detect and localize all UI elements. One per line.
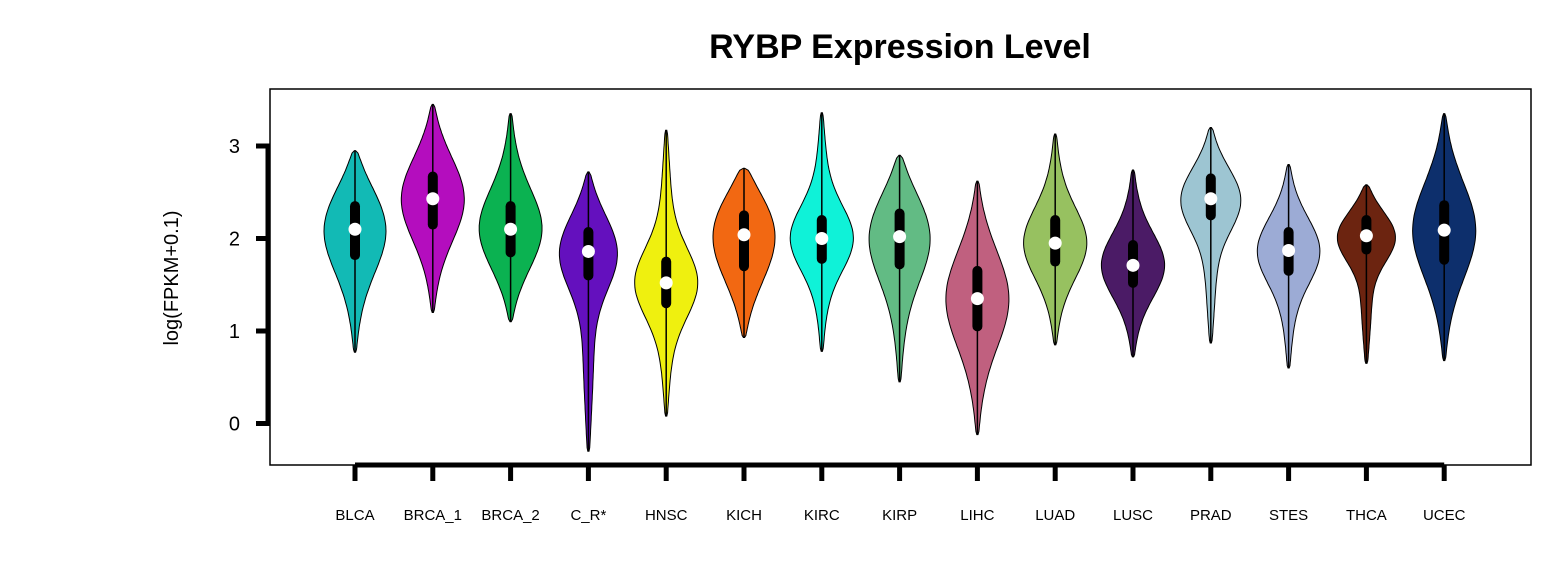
violin-ucec bbox=[1412, 113, 1477, 362]
y-tick-label: 2 bbox=[229, 229, 240, 251]
x-tick-label: HNSC bbox=[645, 507, 688, 524]
y-tick-label: 3 bbox=[229, 136, 240, 158]
violin-lihc bbox=[945, 180, 1010, 436]
x-tick-labels: BLCA BRCA_1 BRCA_2 C_R* HNSC KICH KIRC KIRP LIHC… bbox=[335, 507, 1465, 524]
violin-median-point bbox=[1048, 236, 1062, 250]
violin-brca-1 bbox=[400, 103, 465, 313]
violin-thca bbox=[1336, 184, 1396, 364]
y-axis: 0 1 2 3 bbox=[229, 136, 271, 436]
violin-median-point bbox=[1204, 192, 1218, 206]
violins-group bbox=[323, 103, 1477, 452]
y-tick-label: 1 bbox=[229, 321, 240, 343]
violin-lusc bbox=[1100, 169, 1166, 358]
x-tick-label: BRCA_1 bbox=[404, 507, 462, 524]
violin-median-point bbox=[581, 244, 595, 258]
x-tick-label: UCEC bbox=[1423, 507, 1466, 524]
violin-blca bbox=[323, 150, 387, 353]
violin-luad bbox=[1023, 133, 1088, 346]
x-tick-label: BRCA_2 bbox=[481, 507, 539, 524]
violin-median-point bbox=[659, 276, 673, 290]
x-tick-label: LUSC bbox=[1113, 507, 1153, 524]
x-tick-label: LUAD bbox=[1035, 507, 1075, 524]
x-tick-label: STES bbox=[1269, 507, 1308, 524]
violin-median-point bbox=[1437, 223, 1451, 237]
violin-stes bbox=[1256, 164, 1321, 369]
violin-kich bbox=[712, 167, 776, 338]
violin-median-point bbox=[815, 232, 829, 245]
x-tick-label: KICH bbox=[726, 507, 762, 524]
violin-median-point bbox=[504, 222, 518, 236]
violin-median-point bbox=[348, 222, 362, 236]
y-axis-label: log(FPKM+0.1) bbox=[161, 210, 183, 345]
violin-median-point bbox=[426, 192, 440, 206]
violin-kirc bbox=[789, 112, 854, 352]
x-tick-label: BLCA bbox=[335, 507, 374, 524]
x-tick-label: C_R* bbox=[570, 507, 606, 524]
x-tick-label: PRAD bbox=[1190, 507, 1232, 524]
violin-median-point bbox=[1359, 229, 1373, 243]
x-tick-label: KIRP bbox=[882, 507, 917, 524]
x-tick-label: THCA bbox=[1346, 507, 1387, 524]
violin-brca-2 bbox=[478, 113, 543, 323]
violin-kirp bbox=[868, 154, 931, 383]
x-tick-label: KIRC bbox=[804, 507, 840, 524]
violin-median-point bbox=[970, 292, 984, 306]
violin-hnsc bbox=[634, 129, 699, 417]
violin-median-point bbox=[893, 230, 907, 244]
x-tick-label: LIHC bbox=[960, 507, 994, 524]
y-tick-label: 0 bbox=[229, 414, 240, 436]
x-axis bbox=[352, 462, 1447, 481]
chart-title: RYBP Expression Level bbox=[709, 28, 1091, 66]
violin-median-point bbox=[1126, 258, 1140, 272]
violin-median-point bbox=[1282, 244, 1296, 258]
violin-prad bbox=[1180, 127, 1242, 344]
violin-median-point bbox=[737, 228, 751, 242]
violin-c-r- bbox=[558, 171, 618, 452]
